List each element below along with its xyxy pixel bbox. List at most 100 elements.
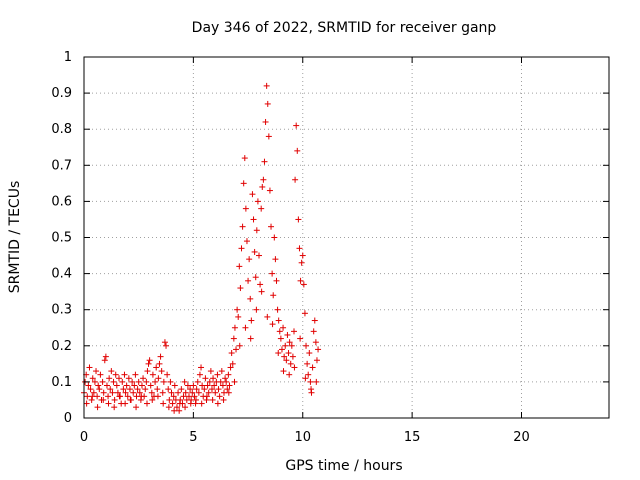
data-point bbox=[313, 357, 320, 364]
data-point bbox=[234, 306, 241, 313]
data-point bbox=[265, 133, 272, 140]
data-point bbox=[152, 378, 159, 385]
data-point bbox=[153, 364, 160, 371]
data-point bbox=[88, 396, 95, 403]
data-point bbox=[217, 378, 224, 385]
data-point bbox=[216, 393, 223, 400]
data-point bbox=[212, 389, 219, 396]
data-point bbox=[144, 400, 150, 407]
y-tick-label: 0.6 bbox=[51, 194, 72, 209]
data-point bbox=[127, 396, 134, 403]
data-point bbox=[146, 357, 153, 364]
chart-title: Day 346 of 2022, SRMTID for receiver gan… bbox=[192, 20, 497, 36]
data-point bbox=[103, 382, 110, 389]
data-point bbox=[156, 360, 163, 367]
data-point bbox=[205, 389, 212, 396]
data-point bbox=[204, 382, 211, 389]
data-point bbox=[184, 382, 191, 389]
data-point bbox=[187, 400, 194, 407]
data-point bbox=[90, 389, 97, 396]
data-point bbox=[168, 389, 175, 396]
data-point bbox=[257, 281, 264, 288]
data-point bbox=[297, 335, 304, 342]
data-point bbox=[235, 313, 242, 320]
data-point bbox=[276, 328, 283, 335]
data-point bbox=[176, 407, 183, 414]
data-point bbox=[121, 371, 128, 378]
data-point bbox=[123, 382, 130, 389]
data-point bbox=[252, 274, 259, 281]
data-point bbox=[266, 187, 273, 194]
data-point bbox=[272, 256, 279, 263]
data-point bbox=[120, 386, 127, 393]
data-point bbox=[258, 205, 265, 212]
data-point bbox=[206, 378, 213, 385]
data-point bbox=[83, 400, 90, 407]
data-point bbox=[170, 393, 177, 400]
data-point bbox=[277, 335, 284, 342]
data-point bbox=[229, 360, 236, 367]
data-point bbox=[116, 393, 123, 400]
data-point bbox=[165, 404, 172, 411]
data-point bbox=[84, 393, 91, 400]
data-point bbox=[209, 396, 216, 403]
data-point bbox=[155, 375, 162, 382]
data-point bbox=[160, 400, 167, 407]
y-tick-label: 1 bbox=[64, 50, 72, 65]
data-point bbox=[107, 386, 114, 393]
data-point bbox=[306, 350, 313, 357]
data-point bbox=[199, 382, 206, 389]
y-tick-label: 0.8 bbox=[51, 122, 72, 137]
data-point bbox=[178, 386, 185, 393]
data-point bbox=[181, 378, 188, 385]
data-point bbox=[263, 82, 270, 89]
y-tick-label: 0.9 bbox=[51, 86, 72, 101]
data-point bbox=[287, 360, 294, 367]
data-point bbox=[297, 277, 304, 284]
data-point bbox=[291, 364, 298, 371]
data-point bbox=[176, 400, 183, 407]
data-point bbox=[286, 339, 293, 346]
data-point bbox=[180, 393, 187, 400]
data-point bbox=[259, 183, 266, 190]
data-point bbox=[271, 234, 278, 241]
data-point bbox=[308, 386, 315, 393]
data-point bbox=[138, 393, 145, 400]
y-tick-label: 0.3 bbox=[51, 303, 72, 318]
data-point bbox=[310, 328, 317, 335]
data-point bbox=[237, 285, 244, 292]
data-point bbox=[273, 277, 280, 284]
data-point bbox=[198, 400, 205, 407]
data-point bbox=[305, 371, 312, 378]
data-point bbox=[280, 368, 287, 375]
data-point bbox=[191, 393, 198, 400]
data-point bbox=[158, 368, 165, 375]
data-point bbox=[122, 400, 129, 407]
data-point bbox=[154, 393, 161, 400]
data-point bbox=[111, 404, 118, 411]
data-point bbox=[193, 396, 199, 403]
data-point bbox=[286, 371, 293, 378]
data-point bbox=[222, 375, 229, 382]
data-point bbox=[148, 389, 155, 396]
data-point bbox=[160, 378, 167, 385]
data-point bbox=[253, 306, 260, 313]
data-point bbox=[284, 331, 291, 338]
y-tick-label: 0.7 bbox=[51, 158, 72, 173]
data-point bbox=[312, 339, 319, 346]
data-point bbox=[238, 245, 245, 252]
data-point bbox=[299, 252, 306, 259]
data-point bbox=[203, 393, 210, 400]
data-point bbox=[247, 295, 254, 302]
data-point bbox=[89, 393, 96, 400]
data-points bbox=[81, 82, 322, 414]
data-point bbox=[253, 227, 260, 234]
data-point bbox=[132, 371, 139, 378]
x-tick-label: 20 bbox=[513, 430, 530, 445]
data-point bbox=[86, 364, 93, 371]
data-point bbox=[292, 176, 299, 183]
data-point bbox=[214, 400, 221, 407]
y-tick-label: 0.1 bbox=[51, 375, 72, 390]
data-point bbox=[236, 342, 243, 349]
data-point bbox=[274, 306, 281, 313]
